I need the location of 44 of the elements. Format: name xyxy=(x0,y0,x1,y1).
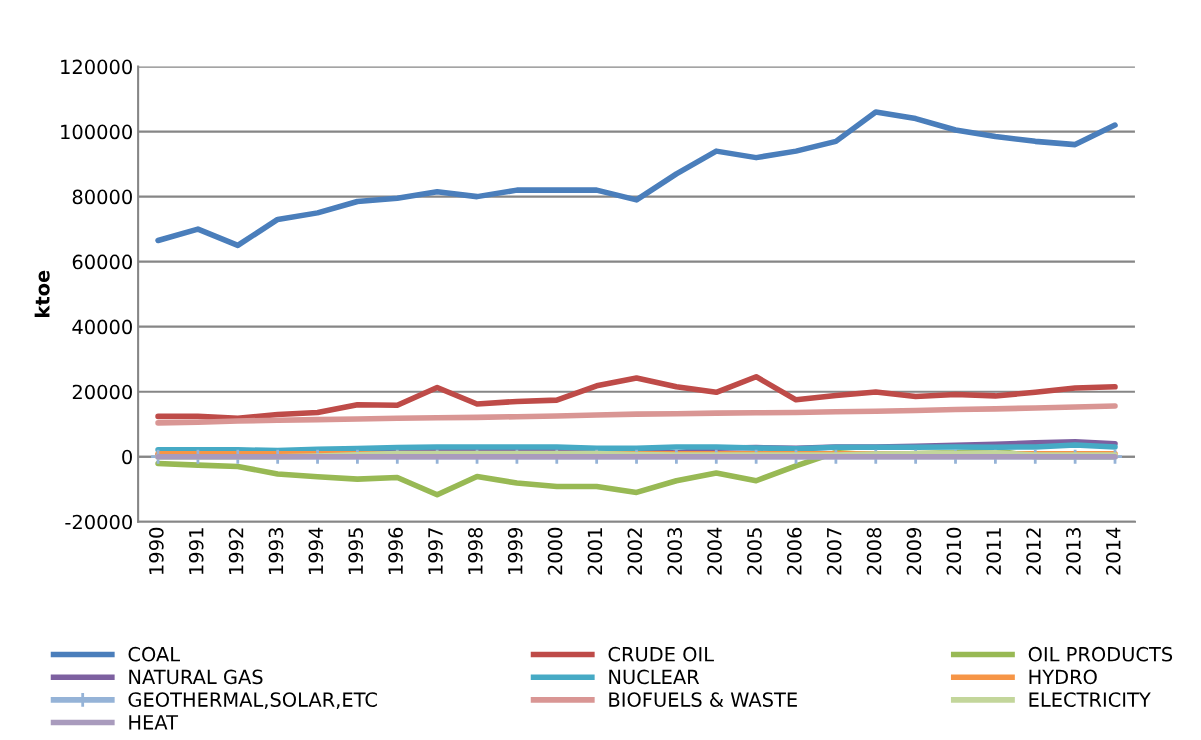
x-tick-label: 1994 xyxy=(308,527,324,574)
legend-label: COAL xyxy=(128,646,180,662)
y-tick-label: 20000 xyxy=(72,384,132,400)
y-tick-label: 100000 xyxy=(61,124,132,140)
x-tick-label: 2004 xyxy=(707,527,722,575)
legend-label: NATURAL GAS xyxy=(129,669,263,685)
x-tick-label: 1993 xyxy=(268,528,284,574)
legend-label: HEAT xyxy=(129,715,179,730)
x-tick-label: 1992 xyxy=(228,528,244,574)
x-tick-label: 2012 xyxy=(1026,528,1041,575)
y-axis-title: ktoe xyxy=(34,270,50,317)
x-tick-label: 2002 xyxy=(627,528,643,575)
x-tick-label: 1998 xyxy=(467,527,483,574)
y-tick-label: 80000 xyxy=(72,189,132,205)
x-tick-label: 2007 xyxy=(826,528,842,575)
x-tick-label: 2009 xyxy=(906,527,922,575)
x-tick-label: 2006 xyxy=(786,527,802,575)
x-tick-label: 2011 xyxy=(986,528,1002,575)
legend-label: CRUDE OIL xyxy=(608,646,714,662)
legend-label: GEOTHERMAL,SOLAR,ETC xyxy=(128,692,377,709)
y-tick-label: -20000 xyxy=(65,514,132,530)
x-tick-label: 2010 xyxy=(946,527,962,575)
x-tick-label: 2001 xyxy=(587,528,603,575)
legend-label: NUCLEAR xyxy=(609,669,700,685)
x-tick-label: 2014 xyxy=(1105,527,1121,575)
x-tick-label: 2005 xyxy=(747,528,762,575)
y-tick-label: 0 xyxy=(122,449,132,465)
x-tick-label: 1999 xyxy=(507,527,523,574)
y-tick-label: 60000 xyxy=(72,254,132,270)
legend-label: OIL PRODUCTS xyxy=(1028,646,1173,662)
x-tick-label: 1990 xyxy=(148,527,164,574)
x-tick-label: 1996 xyxy=(388,527,403,574)
x-tick-label: 2008 xyxy=(866,527,882,575)
legend-label: ELECTRICITY xyxy=(1029,692,1151,707)
x-tick-label: 2003 xyxy=(667,528,683,575)
y-tick-label: 120000 xyxy=(61,59,132,75)
x-tick-label: 1997 xyxy=(428,528,443,574)
x-tick-label: 2013 xyxy=(1066,528,1081,575)
x-tick-label: 1995 xyxy=(348,528,364,574)
y-tick-label: 40000 xyxy=(72,319,132,335)
legend-label: HYDRO xyxy=(1029,669,1097,685)
x-tick-label: 1991 xyxy=(188,528,204,574)
x-tick-label: 2000 xyxy=(547,527,563,575)
legend-label: BIOFUELS & WASTE xyxy=(609,692,797,707)
